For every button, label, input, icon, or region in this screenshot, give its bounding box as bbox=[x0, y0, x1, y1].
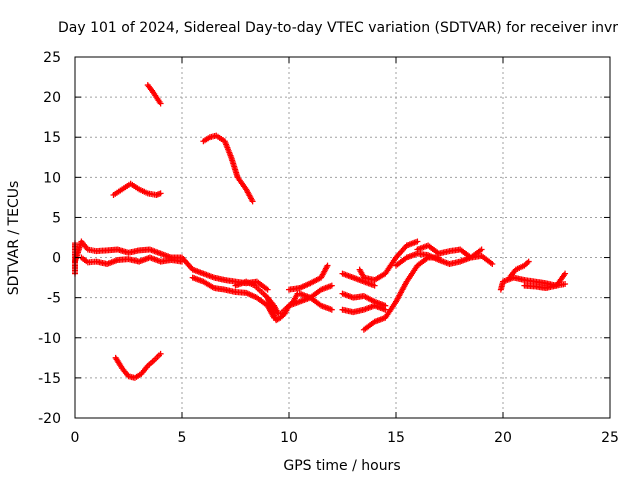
data-point bbox=[414, 238, 421, 245]
data-point bbox=[382, 306, 389, 313]
grid-layer bbox=[75, 57, 610, 418]
y-tick-label: 5 bbox=[52, 210, 61, 226]
y-tick-label: 0 bbox=[52, 251, 61, 267]
data-point bbox=[562, 270, 569, 277]
series-seg-9h-11h bbox=[277, 294, 335, 317]
x-tick-label: 5 bbox=[178, 430, 187, 446]
data-point bbox=[562, 281, 569, 288]
series-seg-20h-23h-c bbox=[521, 270, 569, 292]
data-layer bbox=[72, 82, 569, 381]
data-point bbox=[157, 190, 164, 197]
series-seg-upper-6h bbox=[200, 132, 256, 205]
series-seg-low-2h bbox=[112, 350, 164, 381]
x-tick-label: 20 bbox=[494, 430, 512, 446]
y-tick-label: -5 bbox=[47, 291, 61, 307]
x-axis-label: GPS time / hours bbox=[283, 458, 400, 474]
y-tick-label: 20 bbox=[43, 90, 61, 106]
series-seg-13h-hump bbox=[356, 238, 421, 284]
chart-title: Day 101 of 2024, Sidereal Day-to-day VTE… bbox=[58, 20, 618, 36]
data-point bbox=[264, 286, 271, 293]
data-point bbox=[328, 282, 335, 289]
x-tick-label: 0 bbox=[71, 430, 80, 446]
series-seg-13h-ramp bbox=[360, 254, 442, 333]
data-point bbox=[371, 282, 378, 289]
series-seg-20h-23h-b bbox=[506, 258, 532, 281]
data-point bbox=[249, 198, 256, 205]
series-seg-12h-14h-a bbox=[339, 270, 378, 289]
y-tick-label: -10 bbox=[38, 331, 61, 347]
x-tick-label: 15 bbox=[387, 430, 405, 446]
data-point bbox=[157, 100, 164, 107]
data-point bbox=[489, 260, 496, 267]
series-seg-lower-5h bbox=[189, 274, 278, 321]
x-tick-label: 10 bbox=[280, 430, 298, 446]
series-seg-12h-14h-b bbox=[339, 290, 389, 309]
tick-layer: 0 5 10 15 20 25 -20 -15 -10 -5 0 5 10 15 20 25 bbox=[38, 50, 619, 446]
data-point bbox=[157, 350, 164, 357]
series-seg-upper-2h bbox=[110, 180, 164, 198]
plot-frame bbox=[74, 56, 611, 419]
series-seg-12h-14h-c bbox=[339, 302, 389, 316]
y-tick-label: 15 bbox=[43, 130, 61, 146]
data-point bbox=[525, 258, 532, 265]
series-seg-upper-3h bbox=[144, 82, 164, 107]
series-seg-16h-19h bbox=[414, 242, 485, 261]
y-tick-label: 10 bbox=[43, 170, 61, 186]
data-point bbox=[179, 258, 185, 265]
y-tick-label: 25 bbox=[43, 50, 61, 66]
series-seg-10h-12h bbox=[286, 262, 331, 293]
series-seg-dip-9h bbox=[264, 290, 301, 324]
data-point bbox=[328, 306, 335, 313]
data-point bbox=[478, 246, 485, 253]
y-tick-label: -20 bbox=[38, 411, 61, 427]
y-axis-label: SDTVAR / TECUs bbox=[6, 181, 22, 296]
series-seg-11h-12h bbox=[296, 282, 335, 301]
data-point bbox=[324, 262, 331, 269]
y-tick-label: -15 bbox=[38, 371, 61, 387]
x-tick-label: 25 bbox=[601, 430, 619, 446]
